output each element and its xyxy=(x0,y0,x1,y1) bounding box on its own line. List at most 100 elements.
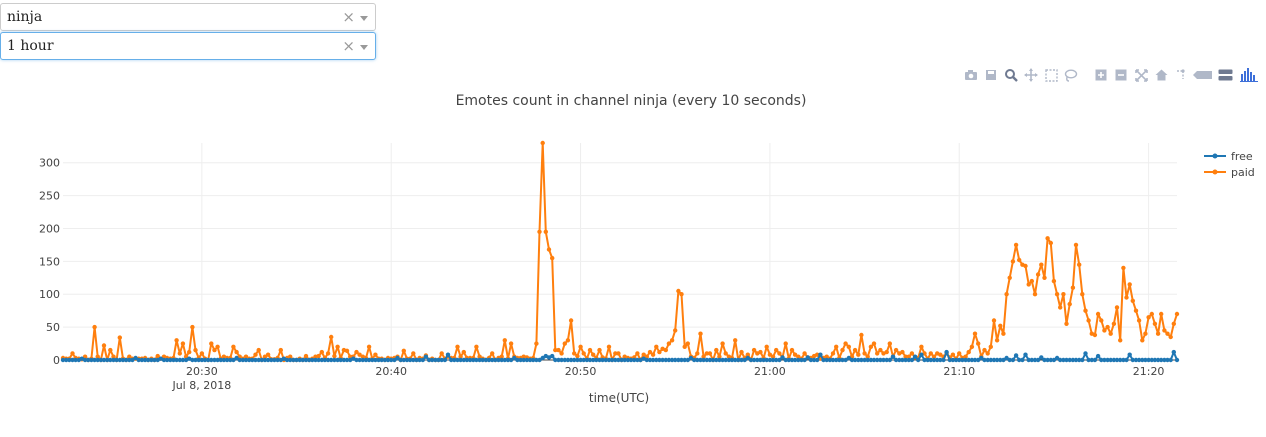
data-point[interactable] xyxy=(852,357,858,363)
data-point[interactable] xyxy=(947,357,952,363)
data-point[interactable] xyxy=(556,357,561,363)
legend-label-free[interactable]: free xyxy=(1231,150,1253,163)
data-point[interactable] xyxy=(531,357,536,363)
data-point[interactable] xyxy=(998,323,1003,328)
data-point[interactable] xyxy=(114,357,119,363)
data-point[interactable] xyxy=(1102,357,1107,363)
data-point[interactable] xyxy=(1070,357,1076,363)
zoom-out-icon[interactable] xyxy=(1112,66,1130,84)
data-point[interactable] xyxy=(442,357,448,363)
data-point[interactable] xyxy=(928,351,933,356)
data-point[interactable] xyxy=(591,352,596,357)
data-point[interactable] xyxy=(698,331,703,336)
data-point[interactable] xyxy=(982,347,987,353)
data-point[interactable] xyxy=(215,357,220,363)
data-point[interactable] xyxy=(360,357,365,363)
hover-closest-icon[interactable] xyxy=(1192,66,1214,84)
data-point[interactable] xyxy=(265,352,271,357)
data-point[interactable] xyxy=(802,351,807,356)
data-point[interactable] xyxy=(490,351,495,356)
data-point[interactable] xyxy=(209,341,214,346)
data-point[interactable] xyxy=(155,353,160,359)
data-point[interactable] xyxy=(972,357,978,363)
data-point[interactable] xyxy=(1105,357,1110,363)
data-point[interactable] xyxy=(534,357,539,363)
data-point[interactable] xyxy=(707,357,713,363)
data-point[interactable] xyxy=(568,318,574,323)
data-point[interactable] xyxy=(486,357,492,363)
data-point[interactable] xyxy=(322,357,328,363)
data-point[interactable] xyxy=(572,357,577,363)
data-point[interactable] xyxy=(127,357,132,363)
data-point[interactable] xyxy=(584,357,590,363)
save-icon[interactable] xyxy=(982,66,1000,84)
data-point[interactable] xyxy=(373,352,378,357)
data-point[interactable] xyxy=(130,357,135,363)
data-point[interactable] xyxy=(224,357,230,363)
data-point[interactable] xyxy=(209,357,214,363)
data-point[interactable] xyxy=(1118,357,1123,363)
data-point[interactable] xyxy=(739,357,744,363)
data-point[interactable] xyxy=(1064,357,1069,363)
data-point[interactable] xyxy=(1058,357,1063,363)
clear-icon[interactable]: × xyxy=(342,8,355,26)
data-point[interactable] xyxy=(404,357,410,363)
data-point[interactable] xyxy=(218,357,223,363)
data-point[interactable] xyxy=(1143,331,1148,336)
data-point[interactable] xyxy=(256,357,261,363)
data-point[interactable] xyxy=(379,357,384,363)
data-point[interactable] xyxy=(780,355,785,360)
data-point[interactable] xyxy=(714,347,719,353)
data-point[interactable] xyxy=(332,357,337,363)
data-point[interactable] xyxy=(994,338,1000,343)
data-point[interactable] xyxy=(1007,357,1012,363)
spike-lines-icon[interactable] xyxy=(1172,66,1190,84)
data-point[interactable] xyxy=(335,344,340,349)
data-point[interactable] xyxy=(467,357,473,363)
data-point[interactable] xyxy=(101,343,107,348)
data-point[interactable] xyxy=(193,347,198,353)
data-point[interactable] xyxy=(840,347,845,353)
data-point[interactable] xyxy=(180,357,186,363)
data-point[interactable] xyxy=(1086,357,1091,363)
data-point[interactable] xyxy=(123,357,129,363)
data-point[interactable] xyxy=(985,351,990,356)
data-point[interactable] xyxy=(998,357,1003,363)
data-point[interactable] xyxy=(142,357,148,363)
data-point[interactable] xyxy=(335,357,340,363)
data-point[interactable] xyxy=(843,357,848,363)
data-point[interactable] xyxy=(875,351,880,356)
pan-icon[interactable] xyxy=(1022,66,1040,84)
data-point[interactable] xyxy=(647,357,653,363)
data-point[interactable] xyxy=(366,357,372,363)
data-point[interactable] xyxy=(871,357,877,363)
data-point[interactable] xyxy=(452,357,457,363)
data-point[interactable] xyxy=(490,357,495,363)
data-point[interactable] xyxy=(979,355,984,361)
data-point[interactable] xyxy=(868,344,874,349)
data-point[interactable] xyxy=(357,357,362,363)
data-point[interactable] xyxy=(63,357,69,363)
data-point[interactable] xyxy=(1165,357,1170,363)
data-point[interactable] xyxy=(1121,265,1126,271)
data-point[interactable] xyxy=(231,357,236,363)
data-point[interactable] xyxy=(950,357,956,363)
data-point[interactable] xyxy=(710,357,716,363)
data-point[interactable] xyxy=(1146,315,1151,320)
data-point[interactable] xyxy=(344,348,350,353)
data-point[interactable] xyxy=(1095,353,1101,359)
data-point[interactable] xyxy=(783,357,788,363)
data-point[interactable] xyxy=(73,357,78,363)
emotes-line-chart[interactable]: Emotes count in channel ninja (every 10 … xyxy=(0,85,1266,415)
data-point[interactable] xyxy=(275,357,280,363)
data-point[interactable] xyxy=(288,357,293,363)
data-point[interactable] xyxy=(1099,357,1104,363)
data-point[interactable] xyxy=(950,352,956,357)
data-point[interactable] xyxy=(938,357,943,363)
data-point[interactable] xyxy=(777,357,782,363)
data-point[interactable] xyxy=(818,352,823,357)
data-point[interactable] xyxy=(692,357,697,363)
data-point[interactable] xyxy=(606,344,612,349)
data-point[interactable] xyxy=(701,354,706,359)
data-point[interactable] xyxy=(1124,295,1129,300)
